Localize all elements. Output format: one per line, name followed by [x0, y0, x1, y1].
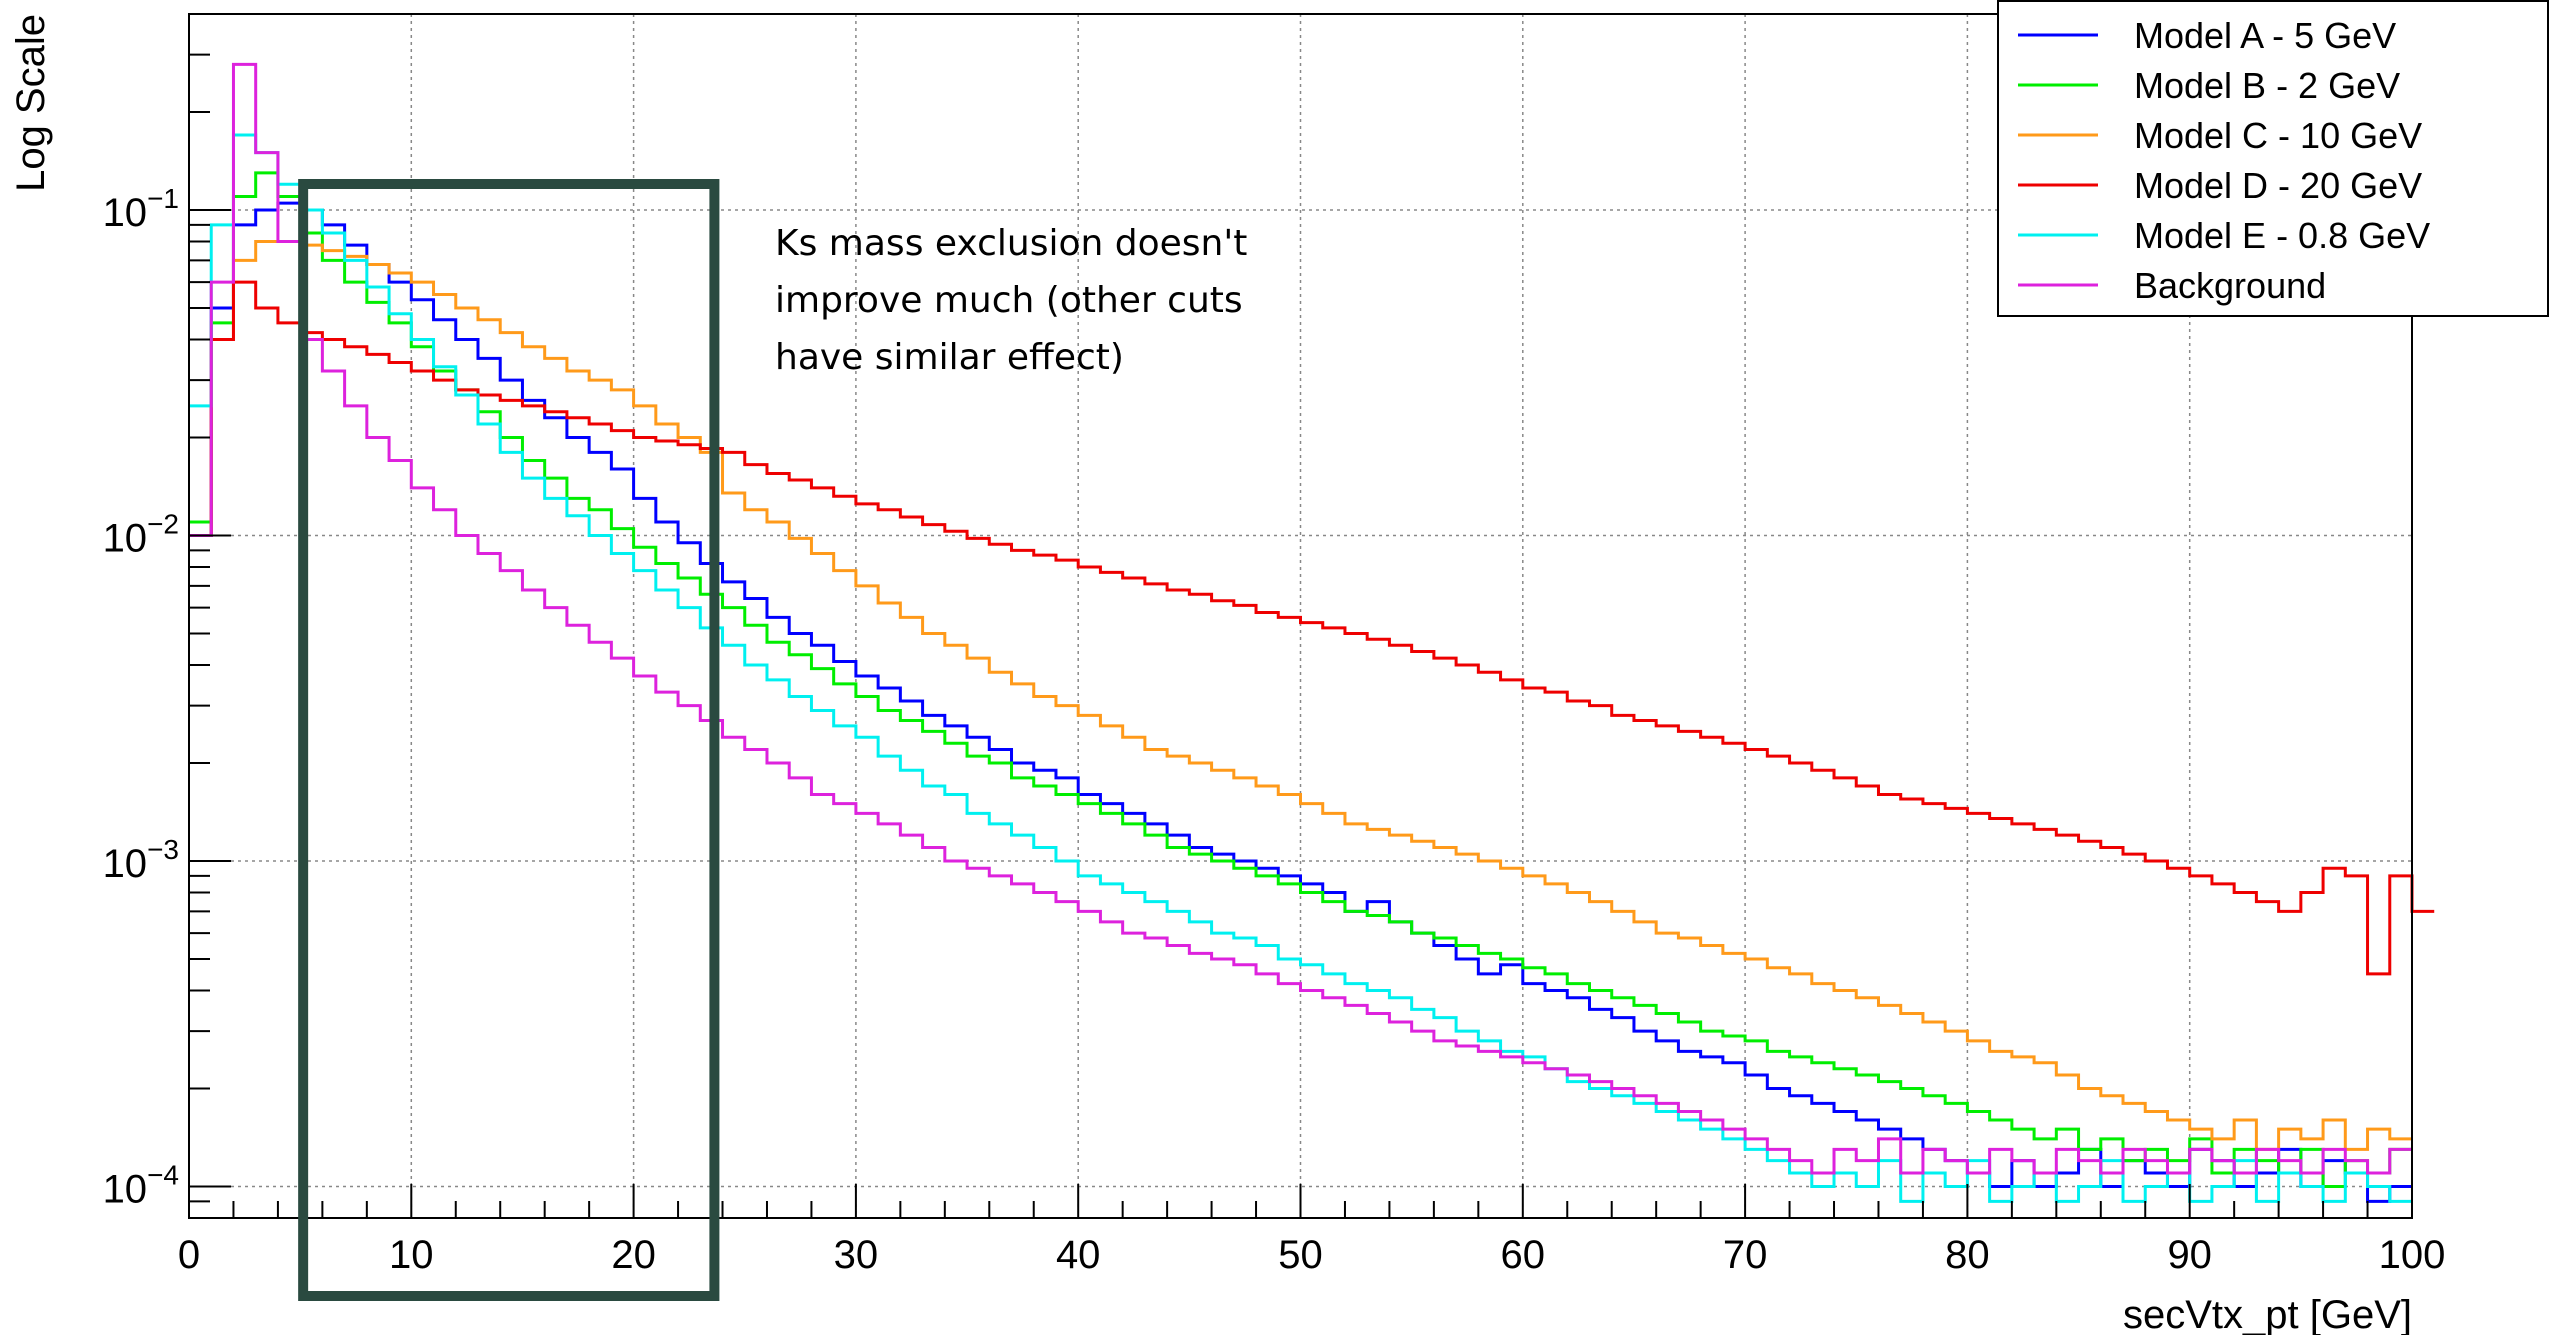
x-tick-label: 20 [611, 1233, 656, 1277]
series-line-6 [189, 62, 2412, 1175]
axis-ticks [188, 13, 2413, 1219]
series-line-5 [189, 133, 2412, 1203]
y-tick-labels: 10−4 10−3 10−2 10−1 [103, 183, 179, 1211]
series-layer [189, 62, 2435, 1203]
legend-entry: Model A - 5 GeV [2134, 15, 2396, 56]
x-tick-label: 0 [178, 1233, 200, 1277]
legend-entry: Model D - 20 GeV [2134, 165, 2422, 206]
legend: Model A - 5 GeV Model B - 2 GeV Model C - … [1997, 0, 2549, 317]
series-line-4 [189, 280, 2435, 976]
y-tick-label: 10−4 [103, 1159, 179, 1211]
x-tick-label: 90 [2167, 1233, 2212, 1277]
x-tick-label: 30 [834, 1233, 879, 1277]
x-tick-labels: 0 10 20 30 40 50 60 70 80 90 100 [178, 1233, 2446, 1277]
highlight-box [298, 179, 720, 1301]
y-axis-label: Log Scale [9, 14, 53, 192]
x-tick-label: 40 [1056, 1233, 1101, 1277]
x-tick-label: 60 [1501, 1233, 1546, 1277]
legend-entry: Model B - 2 GeV [2134, 65, 2400, 106]
series-line-3 [189, 240, 2412, 1151]
x-tick-label: 100 [2379, 1233, 2446, 1277]
annotation-line: have similar effect) [775, 337, 1124, 378]
x-tick-label: 80 [1945, 1233, 1990, 1277]
series-line-2 [189, 171, 2412, 1188]
y-tick-label: 10−3 [103, 834, 179, 886]
annotation-line: Ks mass exclusion doesn't [775, 223, 1247, 264]
legend-entry: Model C - 10 GeV [2134, 115, 2422, 156]
y-tick-label: 10−2 [103, 508, 179, 560]
y-tick-label: 10−1 [103, 183, 179, 235]
legend-entry: Background [2134, 265, 2326, 306]
annotation-text: Ks mass exclusion doesn't improve much (o… [775, 223, 1247, 378]
x-axis-label: secVtx_pt [GeV] [2123, 1293, 2412, 1335]
x-tick-label: 50 [1278, 1233, 1323, 1277]
x-tick-label: 70 [1723, 1233, 1768, 1277]
legend-box [1997, 0, 2549, 317]
x-tick-label: 10 [389, 1233, 434, 1277]
legend-entry: Model E - 0.8 GeV [2134, 215, 2430, 256]
annotation-line: improve much (other cuts [775, 280, 1243, 321]
